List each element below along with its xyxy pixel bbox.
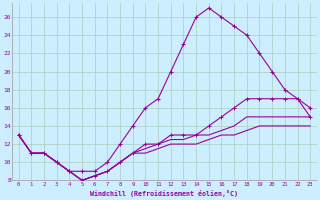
X-axis label: Windchill (Refroidissement éolien,°C): Windchill (Refroidissement éolien,°C): [91, 190, 238, 197]
